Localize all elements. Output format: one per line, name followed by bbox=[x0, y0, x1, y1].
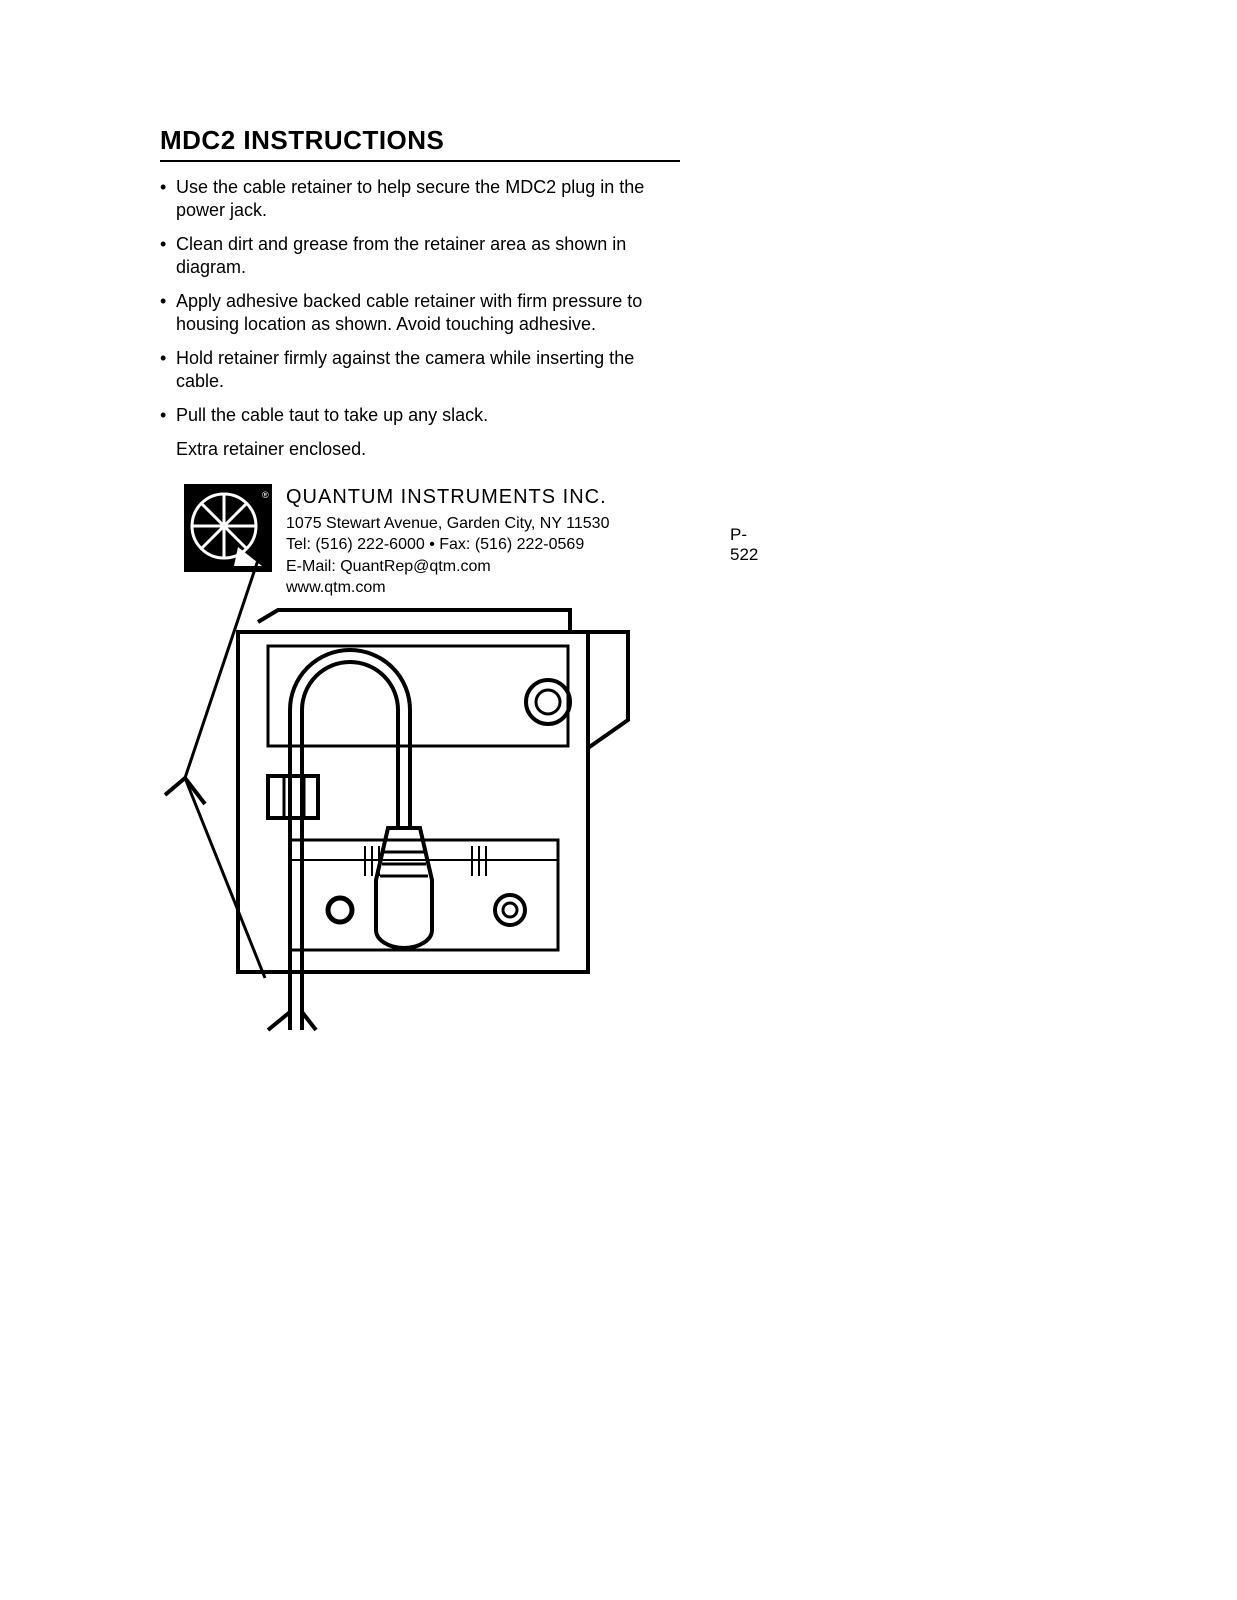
bullet-1: Use the cable retainer to help secure th… bbox=[160, 176, 680, 221]
instruction-list: Use the cable retainer to help secure th… bbox=[160, 176, 680, 427]
bullet-3: Apply adhesive backed cable retainer wit… bbox=[160, 290, 680, 335]
extra-line: Extra retainer enclosed. bbox=[160, 439, 680, 460]
page-title: MDC2 INSTRUCTIONS bbox=[160, 125, 680, 162]
document-number: P-522 bbox=[730, 525, 758, 565]
installation-diagram bbox=[150, 560, 690, 1040]
company-phone-fax: Tel: (516) 222-6000 • Fax: (516) 222-056… bbox=[286, 534, 609, 556]
company-address: 1075 Stewart Avenue, Garden City, NY 115… bbox=[286, 513, 609, 535]
company-name: QUANTUM INSTRUMENTS INC. bbox=[286, 484, 609, 511]
instruction-page: MDC2 INSTRUCTIONS Use the cable retainer… bbox=[160, 125, 680, 599]
bullet-2: Clean dirt and grease from the retainer … bbox=[160, 233, 680, 278]
svg-text:®: ® bbox=[262, 490, 269, 500]
company-logo-icon: ® bbox=[184, 484, 272, 572]
bullet-5: Pull the cable taut to take up any slack… bbox=[160, 404, 680, 427]
bullet-4: Hold retainer firmly against the camera … bbox=[160, 347, 680, 392]
